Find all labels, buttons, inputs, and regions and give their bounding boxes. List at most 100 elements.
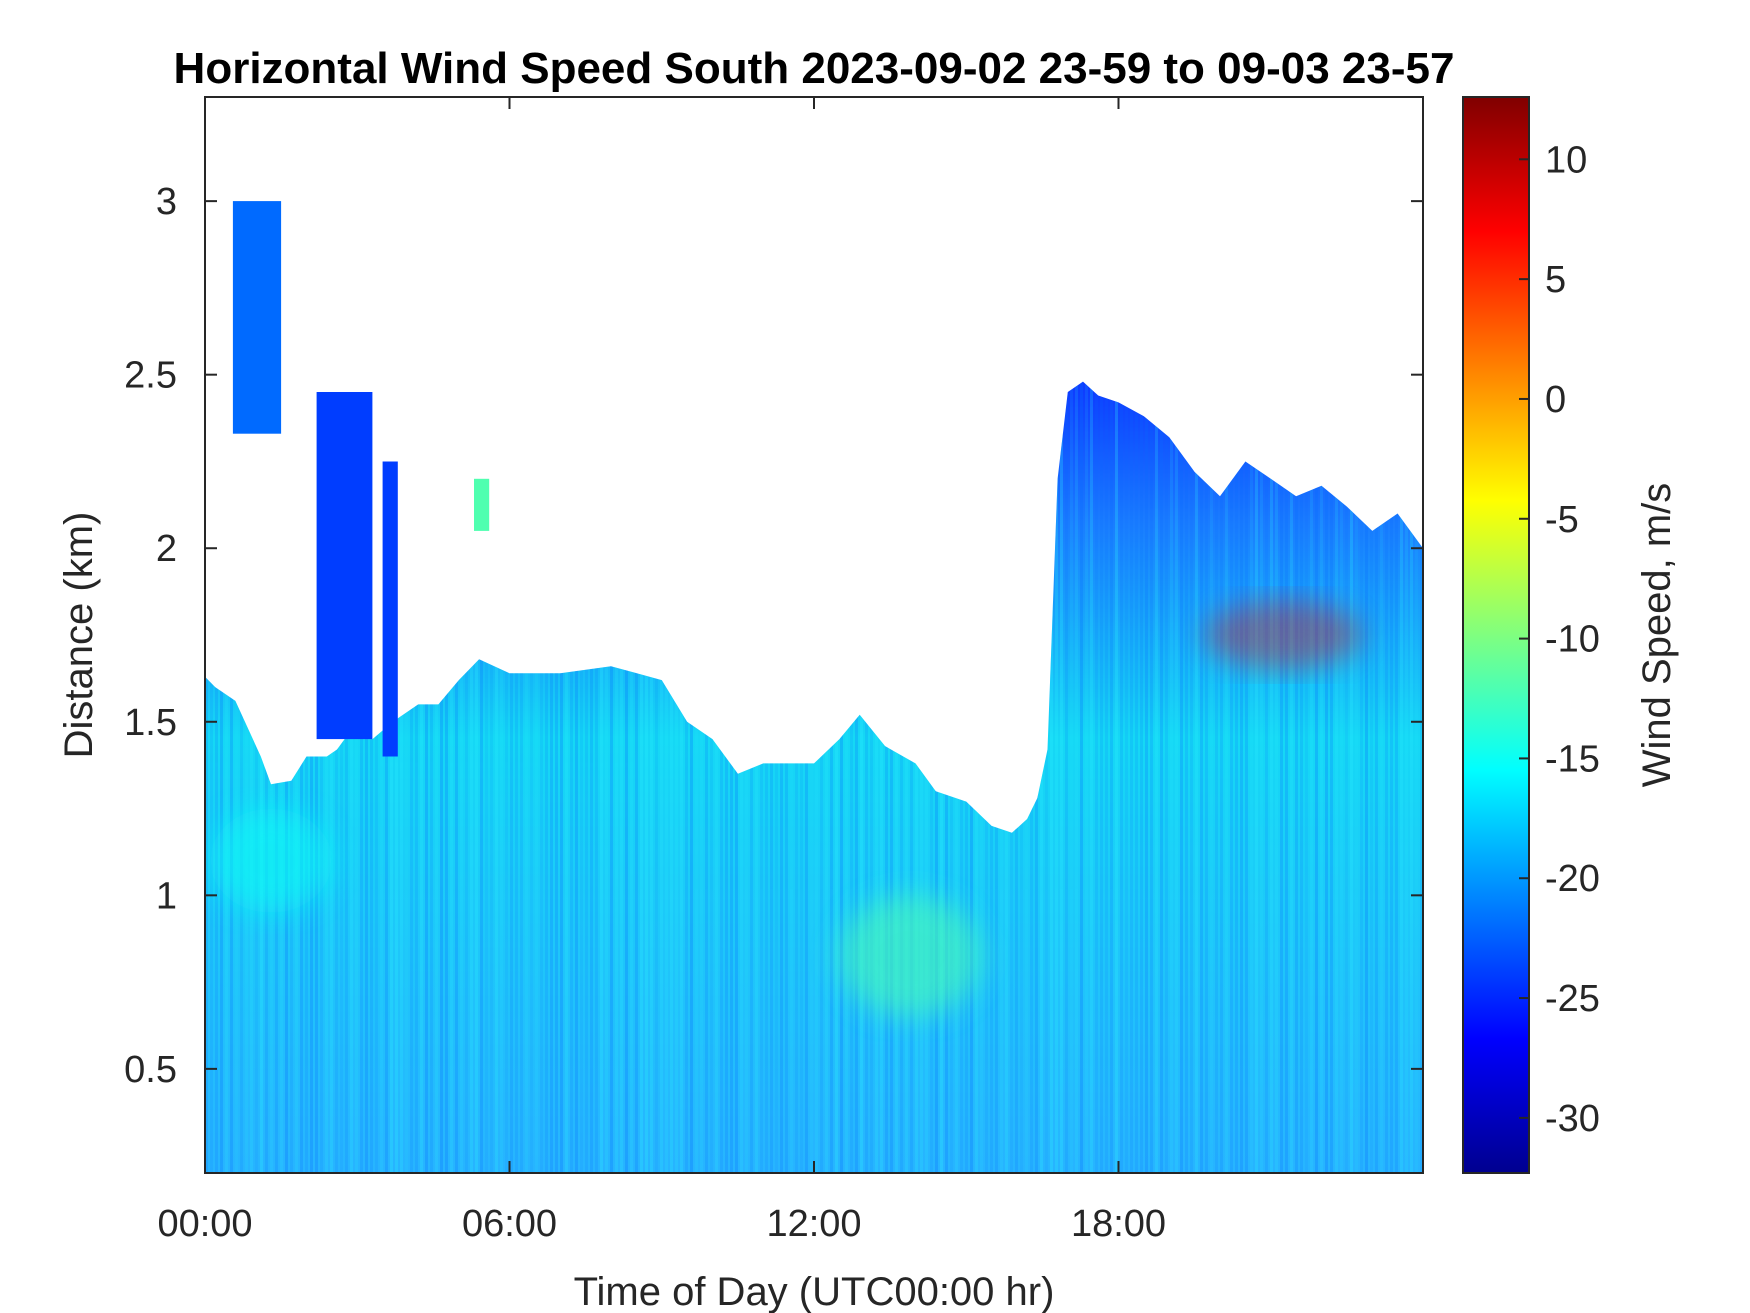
streak	[225, 381, 228, 1173]
streak	[1265, 381, 1268, 1173]
streak	[315, 381, 318, 1173]
streak	[415, 381, 418, 1173]
streak	[1225, 381, 1228, 1173]
x-tick-label: 18:00	[1071, 1203, 1166, 1245]
data-patch	[232, 201, 282, 434]
streak	[300, 381, 303, 1173]
streak	[1320, 381, 1323, 1173]
streak	[1160, 381, 1163, 1173]
streak	[620, 381, 623, 1173]
streak	[875, 381, 878, 1173]
streak	[555, 381, 558, 1173]
streak	[565, 381, 568, 1173]
streak	[1245, 381, 1248, 1173]
streak	[335, 381, 338, 1173]
streak	[540, 381, 543, 1173]
streak	[1260, 381, 1263, 1173]
data-patch	[474, 478, 490, 531]
streak	[1105, 381, 1108, 1173]
streak	[1250, 381, 1253, 1173]
streak	[605, 381, 608, 1173]
streak	[1150, 381, 1153, 1173]
streak	[355, 381, 358, 1173]
streak	[325, 381, 328, 1173]
streak	[470, 381, 473, 1173]
streak	[645, 381, 648, 1173]
y-tick-label: 3	[156, 181, 177, 223]
y-tick-label: 1.5	[124, 702, 177, 744]
streak	[485, 381, 488, 1173]
streak	[1045, 381, 1048, 1173]
streak	[770, 381, 773, 1173]
data-patch	[316, 392, 373, 740]
streak	[310, 381, 313, 1173]
streak	[1360, 381, 1363, 1173]
streak	[595, 381, 598, 1173]
streak	[1290, 381, 1293, 1173]
streak	[1185, 381, 1188, 1173]
streak	[1140, 381, 1143, 1173]
streak	[510, 381, 513, 1173]
streak	[1310, 381, 1313, 1173]
colorbar-tick-label: -10	[1545, 619, 1600, 661]
streak	[1305, 381, 1308, 1173]
streak	[905, 381, 908, 1173]
streak	[1330, 381, 1333, 1173]
streak	[615, 381, 618, 1173]
streak	[345, 381, 348, 1173]
streak	[1065, 381, 1068, 1173]
streak	[1255, 381, 1258, 1173]
streak	[765, 381, 768, 1173]
streak	[585, 381, 588, 1173]
streak	[725, 381, 728, 1173]
y-axis-ticks: 0.5 1 1.5 2 2.5 3	[124, 181, 1423, 1091]
y-tick-label: 2	[156, 528, 177, 570]
streak	[515, 381, 518, 1173]
streak	[1145, 381, 1148, 1173]
streak	[420, 381, 423, 1173]
streak	[830, 381, 833, 1173]
streak	[715, 381, 718, 1173]
streak	[1200, 381, 1203, 1173]
streak	[610, 381, 613, 1173]
streak	[1075, 381, 1078, 1173]
streak	[860, 381, 863, 1173]
streak	[1090, 381, 1093, 1173]
streak	[720, 381, 723, 1173]
streak	[1345, 381, 1348, 1173]
streak	[880, 381, 883, 1173]
streak	[260, 381, 263, 1173]
streak	[1115, 381, 1118, 1173]
streak	[780, 381, 783, 1173]
streak	[425, 381, 428, 1173]
data-field	[210, 808, 332, 913]
streak	[450, 381, 453, 1173]
streak	[330, 381, 333, 1173]
streak	[385, 381, 388, 1173]
streak	[410, 381, 413, 1173]
streak	[220, 381, 223, 1173]
streak	[525, 381, 528, 1173]
streak	[455, 381, 458, 1173]
streak	[390, 381, 393, 1173]
streak	[1335, 381, 1338, 1173]
streak	[1275, 381, 1278, 1173]
streak	[545, 381, 548, 1173]
data-field	[1204, 600, 1363, 670]
streak	[380, 381, 383, 1173]
colorbar-tick-label: 5	[1545, 259, 1566, 301]
streak	[890, 381, 893, 1173]
streak	[1085, 381, 1088, 1173]
streak	[215, 381, 218, 1173]
streak	[435, 381, 438, 1173]
streak	[370, 381, 373, 1173]
colorbar-tick-label: 10	[1545, 139, 1587, 181]
streak	[870, 381, 873, 1173]
streak	[320, 381, 323, 1173]
colorbar-label: Wind Speed, m/s	[1635, 483, 1679, 788]
colorbar	[1462, 96, 1530, 1174]
y-tick-label: 0.5	[124, 1049, 177, 1091]
streak	[665, 381, 668, 1173]
streak	[500, 381, 503, 1173]
